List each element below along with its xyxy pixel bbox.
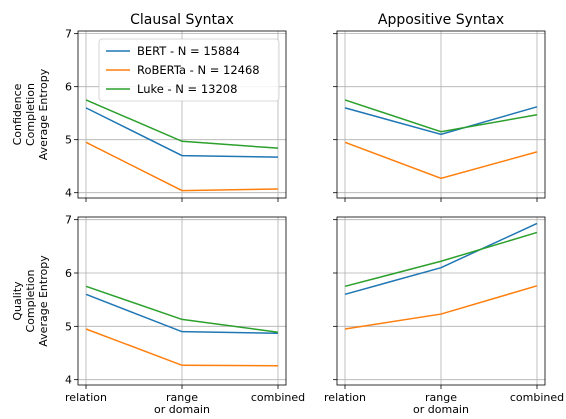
y-axis-label: Quality <box>11 281 24 321</box>
x-tick-label: range or domain <box>154 391 210 416</box>
y-axis-label: Average Entropy <box>37 68 50 160</box>
series-line-1 <box>85 328 279 367</box>
x-tick-label: relation <box>65 391 107 404</box>
x-tick-label: relation <box>324 391 366 404</box>
y-tick-label: 6 <box>65 81 72 94</box>
y-tick-label: 4 <box>65 187 72 200</box>
y-tick-label: 7 <box>65 214 72 227</box>
legend-box <box>98 38 280 102</box>
legend: BERT - N = 15884 RoBERTa - N = 12468 Luke … <box>98 38 280 102</box>
series-line-2 <box>85 99 279 149</box>
series-line-1 <box>344 141 538 180</box>
x-tick-label: combined <box>251 391 305 404</box>
legend-label: Luke - N = 13208 <box>137 82 237 96</box>
y-tick-label: 5 <box>65 320 72 333</box>
y-axis-label: Completion <box>24 83 37 146</box>
series-line-1 <box>85 141 279 192</box>
series-line-0 <box>344 222 538 296</box>
y-tick-label: 7 <box>65 28 72 41</box>
panel-title: Clausal Syntax <box>130 12 234 28</box>
series-line-2 <box>85 285 279 333</box>
y-axis-label: Confidence <box>11 83 24 145</box>
x-tick-label: combined <box>510 391 564 404</box>
y-tick-label: 5 <box>65 134 72 147</box>
y-axis-label: Completion <box>24 269 37 332</box>
legend-label: RoBERTa - N = 12468 <box>137 63 260 77</box>
series-line-0 <box>85 107 279 158</box>
series-line-1 <box>344 285 538 330</box>
series-line-2 <box>344 99 538 133</box>
y-tick-label: 6 <box>65 267 72 280</box>
series-line-0 <box>344 106 538 136</box>
series-line-0 <box>85 293 279 335</box>
series-layer <box>85 99 538 367</box>
x-tick-label: range or domain <box>413 391 469 416</box>
y-axis-label: Average Entropy <box>37 255 50 347</box>
frames-layer <box>74 30 546 389</box>
y-tick-label: 4 <box>65 374 72 387</box>
series-line-2 <box>344 231 538 288</box>
panel-title: Appositive Syntax <box>378 12 504 28</box>
legend-label: BERT - N = 15884 <box>137 44 240 58</box>
